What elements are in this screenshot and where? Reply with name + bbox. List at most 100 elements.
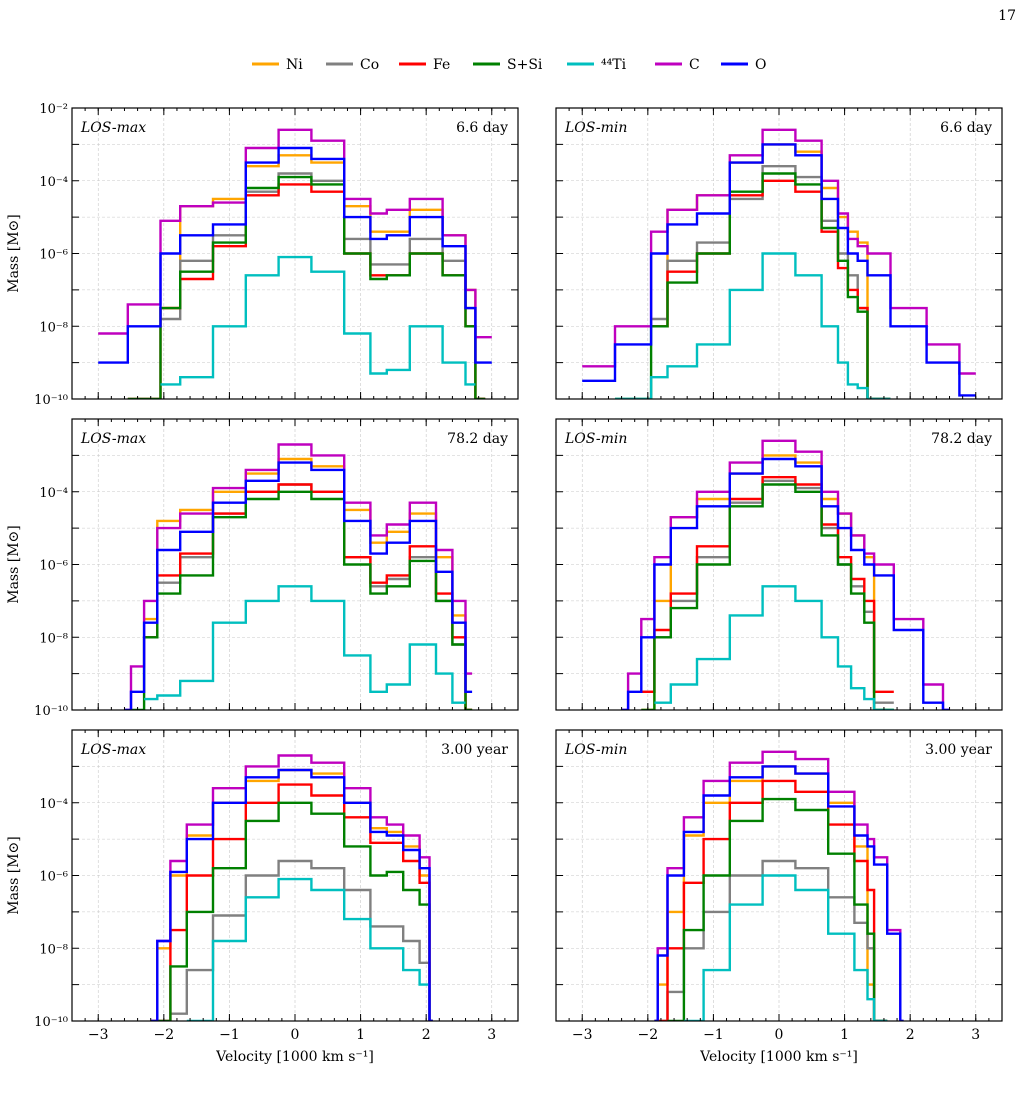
y-tick-label: 10⁻⁸ [39, 631, 68, 646]
series-group [98, 128, 492, 399]
x-tick-label: 3 [971, 1027, 980, 1043]
grid [556, 418, 1002, 711]
x-tick-label: 2 [906, 1027, 915, 1043]
panel-label: LOS-max [80, 431, 146, 447]
series-group [124, 443, 473, 710]
series-line [131, 490, 473, 710]
x-tick-label: 2 [422, 1027, 431, 1043]
panel-time: 78.2 day [447, 431, 508, 447]
y-tick-label: 10⁻⁴ [39, 175, 68, 190]
x-tick-label: −3 [572, 1027, 593, 1043]
series-line [186, 877, 433, 1021]
series-line [654, 765, 875, 1021]
ticks [71, 418, 519, 711]
panel-time: 6.6 day [940, 120, 992, 136]
grid [72, 107, 518, 400]
legend: Ni Co Fe S+Si ⁴⁴Ti C O [252, 57, 766, 73]
ticks [555, 107, 1003, 400]
legend-label: Co [360, 57, 379, 73]
panel-label: LOS-max [80, 742, 146, 758]
series-line [144, 483, 473, 710]
series-line [124, 461, 473, 710]
series-line [98, 146, 492, 364]
series-line [641, 479, 894, 704]
series-line [654, 765, 904, 1021]
series-line [127, 175, 486, 399]
panel-label: LOS-min [564, 120, 627, 136]
series-line [160, 255, 476, 386]
x-tick-label: −1 [703, 1027, 724, 1043]
panel-label: LOS-max [80, 120, 146, 136]
x-tick-label: 0 [775, 1027, 784, 1043]
x-tick-label: 1 [840, 1027, 849, 1043]
legend-label: ⁴⁴Ti [601, 57, 627, 73]
panel-time: 78.2 day [931, 431, 992, 447]
series-group [654, 750, 904, 1021]
series-group [621, 439, 950, 710]
series-line [582, 143, 976, 397]
page-number: 17 [998, 8, 1016, 24]
grid [72, 729, 518, 1022]
y-tick-label: 10⁻⁸ [39, 942, 68, 957]
panel-time: 3.00 year [925, 742, 992, 758]
legend-label: Fe [433, 57, 450, 73]
series-line [144, 483, 473, 710]
panel-time: 3.00 year [441, 742, 508, 758]
panels: 10⁻¹⁰ 10⁻⁸ 10⁻⁶ 10⁻⁴ 10⁻² Mass [M⊙] LOS-max 6.6… [6, 102, 1003, 1065]
x-tick-label: −1 [219, 1027, 240, 1043]
series-line [170, 859, 433, 1021]
series-line [654, 750, 904, 1021]
series-line [144, 457, 473, 710]
series-line [654, 585, 894, 710]
panel: −3 −2 −1 0 1 2 3 Velocity [1000 km s⁻¹] LOS-min 3… [555, 729, 1003, 1065]
y-tick-label: 10⁻⁴ [39, 797, 68, 812]
ticks [71, 729, 519, 1022]
panel: 10⁻¹⁰ 10⁻⁸ 10⁻⁶ 10⁻⁴ Mass [M⊙] LOS-max 78.2 da… [6, 418, 519, 719]
y-axis-label: Mass [M⊙] [6, 525, 22, 604]
y-tick-label: 10⁻¹⁰ [34, 704, 68, 719]
panel: 10⁻¹⁰ 10⁻⁸ 10⁻⁶ 10⁻⁴ Mass [M⊙] −3 −2 −1 0 1 2 3 Velo… [6, 729, 519, 1065]
y-tick-label: 10⁻¹⁰ [34, 1015, 68, 1030]
x-tick-label: −2 [638, 1027, 659, 1043]
y-tick-label: 10⁻⁶ [39, 870, 68, 885]
series-line [641, 454, 894, 710]
series-line [615, 172, 891, 399]
legend-label: Ni [286, 57, 303, 73]
series-line [641, 483, 894, 710]
series-line [657, 859, 888, 1021]
series-line [150, 768, 433, 1021]
y-tick-label: 10⁻⁶ [39, 248, 68, 263]
y-tick-label: 10⁻⁶ [39, 559, 68, 574]
x-tick-label: 0 [291, 1027, 300, 1043]
series-line [615, 252, 891, 399]
series-line [683, 874, 888, 1021]
series-group [150, 754, 433, 1021]
y-tick-label: 10⁻² [39, 102, 68, 117]
x-tick-label: −3 [88, 1027, 109, 1043]
y-tick-label: 10⁻⁴ [39, 486, 68, 501]
panel-label: LOS-min [564, 431, 627, 447]
y-axis-label: Mass [M⊙] [6, 836, 22, 915]
series-line [144, 585, 466, 704]
legend-label: S+Si [507, 57, 543, 73]
panel: LOS-min 78.2 day [555, 418, 1003, 711]
panel-time: 6.6 day [456, 120, 508, 136]
series-line [150, 754, 433, 1021]
panel: 10⁻¹⁰ 10⁻⁸ 10⁻⁶ 10⁻⁴ 10⁻² Mass [M⊙] LOS-max 6.6… [6, 102, 519, 408]
x-axis-label: Velocity [1000 km s⁻¹] [699, 1049, 858, 1065]
x-tick-label: −2 [154, 1027, 175, 1043]
panel-label: LOS-min [564, 742, 627, 758]
ticks [555, 418, 1003, 711]
series-group [582, 128, 976, 399]
y-axis-label: Mass [M⊙] [6, 214, 22, 293]
panel: LOS-min 6.6 day [555, 107, 1003, 400]
legend-label: C [689, 57, 700, 73]
x-tick-label: 1 [356, 1027, 365, 1043]
legend-label: O [755, 57, 766, 73]
series-line [98, 128, 492, 339]
series-line [621, 457, 950, 710]
y-tick-label: 10⁻¹⁰ [34, 393, 68, 408]
x-tick-label: 3 [487, 1027, 496, 1043]
series-line [157, 801, 433, 1021]
